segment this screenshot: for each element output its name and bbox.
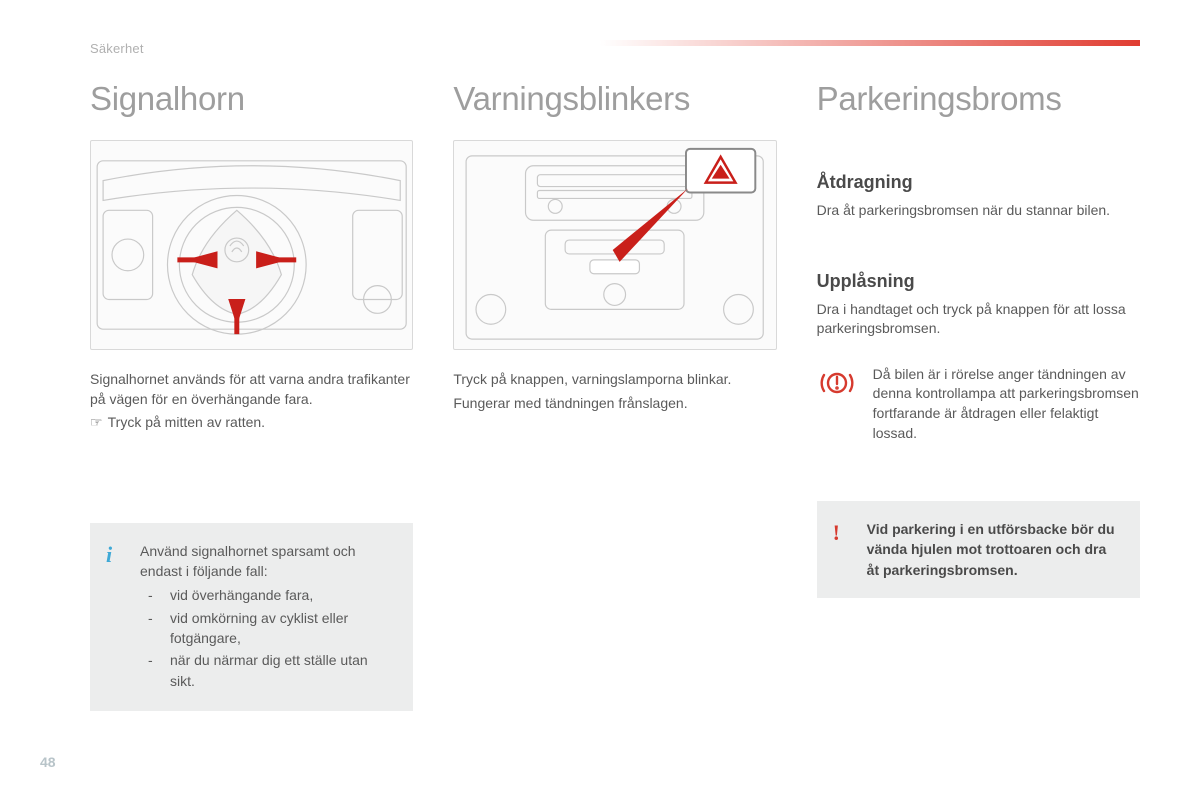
desc-line: Signalhornet används för att varna andra… [90,370,413,409]
indicator-row: Då bilen är i rörelse anger tändningen a… [817,365,1140,443]
list-item: när du närmar dig ett ställe utan sikt. [148,650,393,691]
text-atdragning: Dra åt parkeringsbromsen när du stannar … [817,201,1140,221]
figure-hazard-button [453,140,776,350]
desc-line: Dra åt parkeringsbromsen när du stannar … [817,201,1140,221]
body-text-varningsblinkers: Tryck på knappen, varningslamporna blink… [453,370,776,413]
indicator-text: Då bilen är i rörelse anger tändningen a… [873,365,1140,443]
desc-line: Fungerar med tändningen frånslagen. [453,394,776,414]
subheading-upplasning: Upplåsning [817,271,1140,292]
column-signalhorn: Signalhorn [90,80,413,711]
info-list: vid överhängande fara, vid omkörning av … [140,585,393,690]
column-parkeringsbroms: Parkeringsbroms Åtdragning Dra åt parker… [817,80,1140,711]
heading-parkeringsbroms: Parkeringsbroms [817,80,1140,118]
desc-line: Dra i handtaget och tryck på knappen för… [817,300,1140,339]
subheading-atdragning: Åtdragning [817,172,1140,193]
info-intro: Använd signalhornet sparsamt och endast … [140,541,393,582]
column-varningsblinkers: Varningsblinkers [453,80,776,711]
heading-signalhorn: Signalhorn [90,80,413,118]
list-item: vid överhängande fara, [148,585,393,605]
desc-line: Tryck på knappen, varningslamporna blink… [453,370,776,390]
header-stripe [600,40,1140,46]
desc-line: ☞ Tryck på mitten av ratten. [90,413,413,433]
text-upplasning: Dra i handtaget och tryck på knappen för… [817,300,1140,339]
brake-indicator-icon [817,365,857,401]
pointer-icon: ☞ [90,413,104,433]
desc-text: Tryck på mitten av ratten. [108,414,265,430]
section-label: Säkerhet [90,41,144,56]
warning-text: Vid parkering i en utförsbacke bör du vä… [867,519,1120,580]
heading-varningsblinkers: Varningsblinkers [453,80,776,118]
info-icon: i [106,539,112,571]
figure-steering-wheel [90,140,413,350]
warning-box: ! Vid parkering i en utförsbacke bör du … [817,501,1140,598]
manual-page: Säkerhet Signalhorn [0,0,1200,800]
body-text-signalhorn: Signalhornet används för att varna andra… [90,370,413,433]
list-item: vid omkörning av cyklist eller fotgängar… [148,608,393,649]
page-number: 48 [40,754,56,770]
info-box: i Använd signalhornet sparsamt och endas… [90,523,413,711]
warning-icon: ! [833,517,840,549]
